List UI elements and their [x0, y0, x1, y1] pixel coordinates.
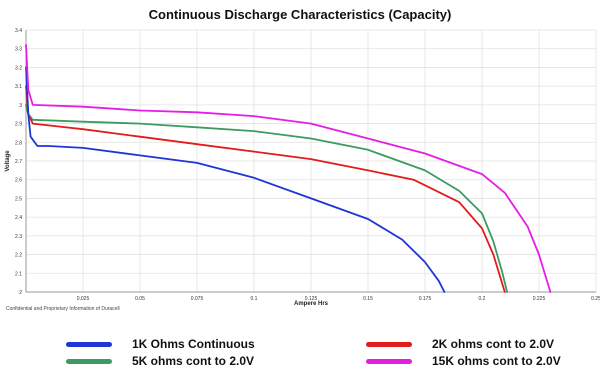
x-axis-label: Ampere Hrs [294, 301, 329, 307]
y-tick-label: 2.1 [15, 271, 22, 277]
y-tick-label: 3.4 [15, 28, 22, 34]
y-tick-label: 2.5 [15, 196, 22, 202]
legend-item-15k: 15K ohms cont to 2.0V [366, 354, 561, 368]
x-tick-label: 0.125 [305, 296, 318, 302]
y-tick-label: 2.7 [15, 159, 22, 165]
footnote: Confidential and Proprietary Information… [6, 306, 120, 312]
legend-label-5k: 5K ohms cont to 2.0V [132, 354, 255, 368]
legend-swatch-15k [366, 358, 412, 364]
x-tick-label: 0.2 [479, 296, 486, 302]
y-tick-label: 2.8 [15, 140, 22, 146]
legend-label-15k: 15K ohms cont to 2.0V [432, 354, 561, 368]
x-tick-label: 0.025 [77, 296, 90, 302]
y-tick-label: 2.6 [15, 178, 22, 184]
x-tick-label: 0.225 [533, 296, 546, 302]
x-tick-label: 0.1 [251, 296, 258, 302]
y-tick-label: 2.9 [15, 122, 22, 128]
series-lines [25, 44, 552, 293]
legend-swatch-5k [66, 358, 112, 364]
legend-label-2k: 2K ohms cont to 2.0V [432, 337, 555, 351]
y-tick-label: 2.2 [15, 253, 22, 259]
legend-item-2k: 2K ohms cont to 2.0V [366, 337, 554, 351]
x-tick-labels: 0.025 0.05 0.075 0.1 0.125 0.15 0.175 0.2 0.225 0… [77, 296, 600, 302]
y-tick-label: 2.4 [15, 215, 22, 221]
legend-item-5k: 5K ohms cont to 2.0V [66, 354, 254, 368]
legend-label-1k: 1K Ohms Continuous [132, 337, 255, 351]
series-line-0 [25, 66, 446, 293]
y-axis-label: Voltage [5, 150, 11, 172]
x-tick-label: 0.175 [419, 296, 432, 302]
y-tick-label: 2.3 [15, 234, 22, 240]
series-line-1 [25, 85, 506, 293]
y-tick-label: 3.2 [15, 65, 22, 71]
series-line-2 [25, 104, 508, 293]
y-tick-label: 3 [19, 103, 22, 109]
y-tick-labels: 2 2.1 2.2 2.3 2.4 2.5 2.6 2.7 2.8 2.9 3 3.1 3.2 3.3 3.… [15, 28, 22, 296]
y-tick-label: 3.1 [15, 84, 22, 90]
series-line-3 [25, 44, 552, 293]
legend-swatch-1k [66, 341, 112, 347]
chart-title: Continuous Discharge Characteristics (Ca… [148, 7, 452, 22]
x-tick-label: 0.075 [191, 296, 204, 302]
legend-item-1k: 1K Ohms Continuous [66, 337, 255, 351]
y-tick-label: 2 [19, 290, 22, 296]
x-tick-label: 0.15 [363, 296, 373, 302]
y-tick-label: 3.3 [15, 47, 22, 53]
x-tick-label: 0.05 [135, 296, 145, 302]
legend-swatch-2k [366, 341, 412, 347]
x-tick-label: 0.25 [591, 296, 600, 302]
